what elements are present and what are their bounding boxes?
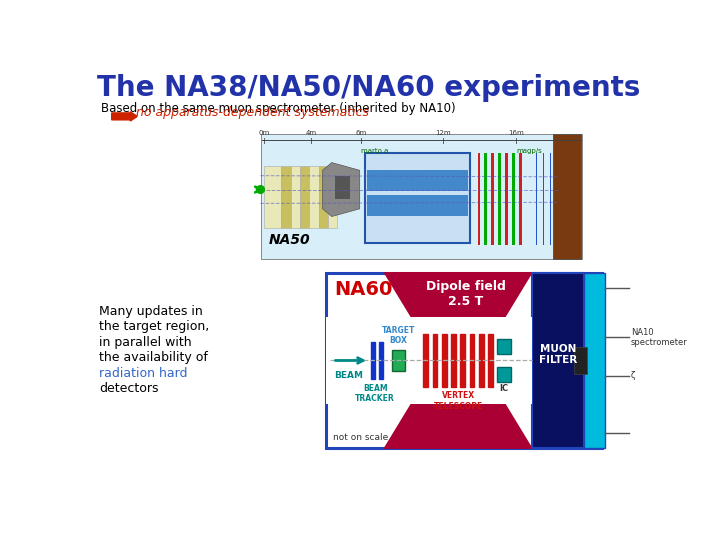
Bar [442,334,446,387]
Text: BEAM: BEAM [334,372,363,380]
Bar [365,153,469,244]
Bar [264,166,282,228]
Bar [477,153,480,245]
Bar [379,342,383,379]
Bar [366,195,468,217]
Polygon shape [384,273,532,318]
Text: radiation hard: radiation hard [99,367,188,380]
Bar [536,153,537,245]
Bar [451,334,456,387]
Bar [469,334,474,387]
Text: 6m: 6m [356,131,367,137]
Text: detectors: detectors [99,382,159,395]
Bar [261,134,582,259]
Bar [505,153,508,245]
Bar [392,350,405,372]
Text: in parallel with: in parallel with [99,336,192,349]
Bar [328,166,337,228]
Bar [532,273,585,448]
Text: 16m: 16m [508,131,524,137]
Bar [485,153,487,245]
Bar [497,339,510,354]
Text: IC: IC [499,383,508,393]
Bar [326,318,532,403]
Bar [497,367,510,382]
Polygon shape [384,403,532,448]
Bar [326,273,601,448]
Text: NA60: NA60 [334,280,392,299]
Text: BEAM
TRACKER: BEAM TRACKER [356,383,395,403]
Bar [282,166,291,228]
Text: MUON
FILTER: MUON FILTER [539,343,577,365]
Text: Many updates in: Many updates in [99,305,203,318]
Bar [433,334,437,387]
Bar [335,176,351,199]
Bar [291,166,300,228]
Text: The NA38/NA50/NA60 experiments: The NA38/NA50/NA60 experiments [97,74,641,102]
Text: magp/s: magp/s [516,148,542,154]
Bar [585,273,606,448]
Text: no apparatus-dependent systematics: no apparatus-dependent systematics [137,106,369,119]
Bar [519,153,522,245]
Text: the target region,: the target region, [99,320,210,333]
Bar [553,134,580,259]
Text: 12m: 12m [435,131,451,137]
Text: 0m: 0m [258,131,270,137]
Bar [300,166,310,228]
Text: TARGET
BOX: TARGET BOX [382,326,415,345]
Bar [423,334,428,387]
Text: 4m: 4m [305,131,316,137]
Bar [498,153,500,245]
Bar [543,153,544,245]
Text: not on scale: not on scale [333,433,388,442]
FancyArrow shape [112,112,138,121]
Bar [575,347,587,374]
Polygon shape [323,163,360,217]
Text: NA50: NA50 [269,233,310,247]
Text: the availability of: the availability of [99,351,208,364]
Circle shape [256,186,264,193]
Text: ζ: ζ [631,372,636,380]
Text: marto a: marto a [361,148,389,154]
Bar [366,170,468,191]
Text: VERTEX
TELESCOPE: VERTEX TELESCOPE [433,392,482,411]
Bar [310,166,319,228]
Bar [513,153,515,245]
Bar [492,153,494,245]
Bar [549,153,551,245]
Bar [488,334,493,387]
Bar [372,342,375,379]
Bar [319,166,328,228]
Bar [461,334,465,387]
Text: NA10
spectrometer: NA10 spectrometer [631,328,688,347]
Bar [479,334,484,387]
Text: Dipole field
2.5 T: Dipole field 2.5 T [426,280,506,308]
Text: Based on the same muon spectrometer (inherited by NA10): Based on the same muon spectrometer (inh… [101,102,456,115]
